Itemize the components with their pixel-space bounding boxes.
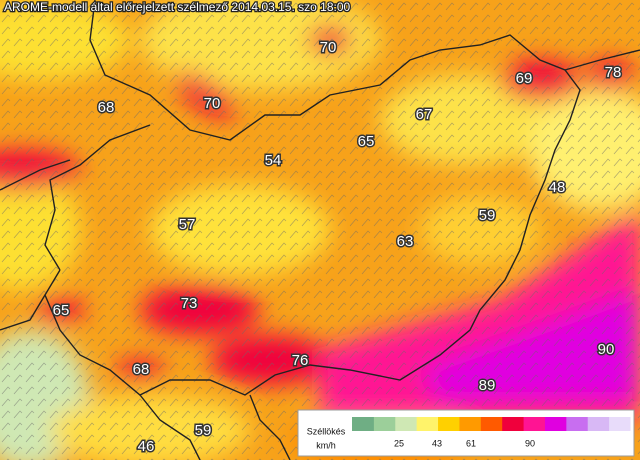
wind-value: 89: [479, 377, 496, 394]
legend-swatch: [501, 417, 524, 431]
wind-value: 67: [416, 106, 433, 123]
legend-swatch: [416, 417, 439, 431]
legend-tick: 61: [466, 438, 476, 448]
wind-value: 68: [98, 99, 115, 116]
wind-value: 59: [195, 422, 212, 439]
wind-value: 57: [179, 216, 196, 233]
legend-tick: 25: [394, 438, 404, 448]
legend-swatch: [587, 417, 610, 431]
wind-labels: 70 69 78 68 70 67 65 54 48 57 59 63 65 7…: [51, 37, 623, 456]
legend: Széllökés km/h 25 43 61 90: [297, 409, 635, 457]
title: AROME-modell által előrejelzett szélmező…: [4, 0, 351, 14]
legend-swatch: [480, 417, 503, 431]
wind-value: 59: [479, 207, 496, 224]
legend-unit: km/h: [316, 440, 336, 450]
wind-value: 69: [516, 70, 533, 87]
wind-value: 73: [181, 295, 198, 312]
legend-swatch: [544, 417, 567, 431]
legend-box: [297, 409, 635, 457]
wind-value: 63: [397, 233, 414, 250]
wind-value: 70: [320, 39, 337, 56]
legend-swatch: [352, 417, 374, 431]
wind-value: 48: [549, 179, 566, 196]
legend-swatch: [523, 417, 545, 431]
legend-swatch: [458, 417, 481, 431]
wind-value: 65: [53, 302, 70, 319]
wind-value: 46: [138, 438, 155, 455]
wind-value: 54: [265, 152, 282, 169]
legend-title: Széllökés: [307, 426, 346, 436]
legend-swatch: [437, 417, 460, 431]
wind-value: 76: [292, 352, 309, 369]
wind-value: 65: [358, 133, 375, 150]
legend-tick: 90: [525, 438, 535, 448]
legend-tick: 43: [432, 438, 442, 448]
legend-swatch: [373, 417, 396, 431]
legend-swatch: [565, 417, 588, 431]
legend-swatch: [608, 417, 631, 431]
wind-value: 68: [133, 361, 150, 378]
wind-value: 90: [598, 341, 615, 358]
wind-value: 78: [605, 64, 622, 81]
wind-value: 70: [204, 95, 221, 112]
legend-swatch: [394, 417, 417, 431]
